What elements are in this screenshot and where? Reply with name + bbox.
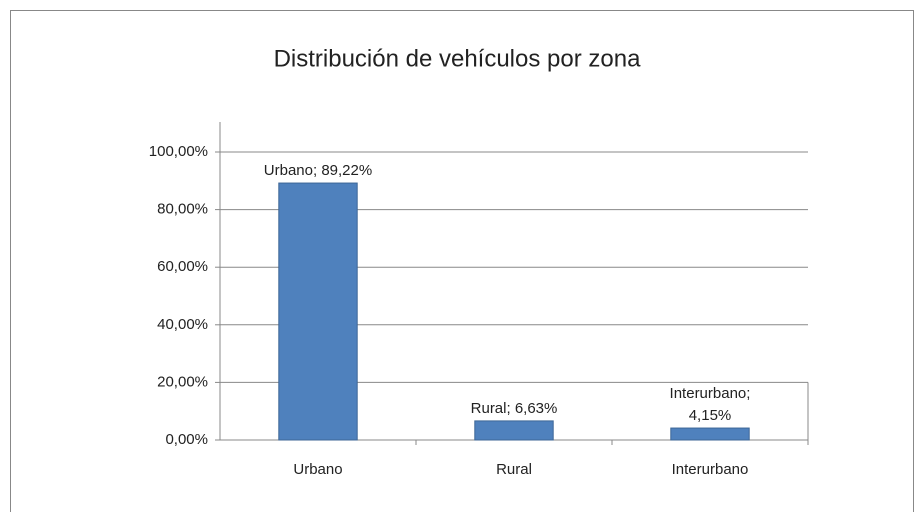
y-tick-label: 0,00% (165, 431, 208, 448)
bar (474, 420, 554, 441)
y-tick-label: 60,00% (157, 258, 208, 275)
y-tick-label: 40,00% (157, 316, 208, 333)
data-label: Urbano; 89,22% (264, 162, 372, 179)
y-tick-label: 80,00% (157, 201, 208, 218)
y-tick-label: 100,00% (149, 143, 208, 160)
y-tick-label: 20,00% (157, 373, 208, 390)
data-label: Rural; 6,63% (471, 400, 558, 417)
data-label: Interurbano; 4,15% (670, 385, 751, 424)
x-tick-label: Interurbano (672, 461, 749, 478)
chart-frame (10, 10, 914, 512)
chart-title: Distribución de vehículos por zona (274, 45, 642, 72)
bar (278, 182, 358, 441)
bar (670, 427, 750, 441)
x-tick-label: Urbano (293, 461, 342, 478)
x-tick-label: Rural (496, 461, 532, 478)
